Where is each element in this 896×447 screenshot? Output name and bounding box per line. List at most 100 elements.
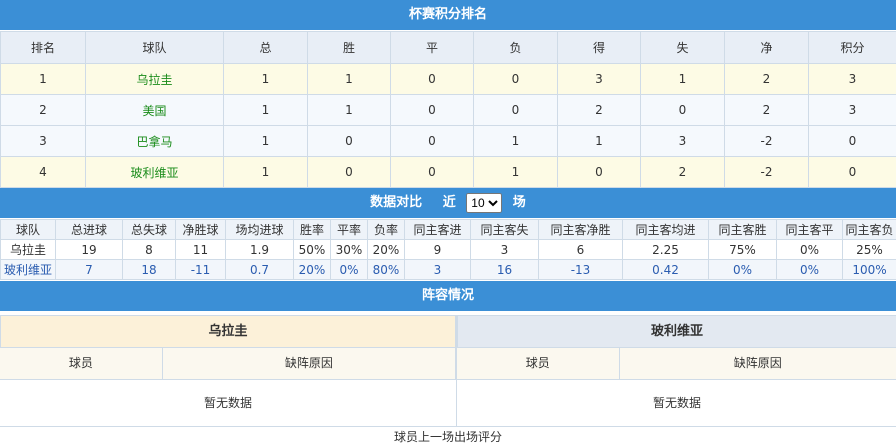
recent-label: 近 — [443, 195, 456, 210]
sub-header: 球员缺阵原因 — [0, 348, 456, 380]
cell: 乌拉圭 — [1, 240, 56, 260]
header-cell: 积分 — [809, 32, 896, 64]
cell: 0% — [709, 260, 777, 280]
cell: 2 — [725, 95, 809, 126]
header-cell: 场均进球 — [226, 220, 294, 240]
header-cell: 总失球 — [123, 220, 176, 240]
cell: 0 — [391, 95, 474, 126]
team-panel: 玻利维亚球员缺阵原因暂无数据 — [457, 315, 896, 427]
standings-title: 杯赛积分排名 — [0, 0, 896, 31]
cell: 1 — [641, 64, 725, 95]
cell: 1 — [224, 95, 308, 126]
footer-text: 球员上一场出场评分 — [0, 427, 896, 441]
cell: 8 — [123, 240, 176, 260]
cell: 3 — [809, 64, 896, 95]
cell: 19 — [56, 240, 123, 260]
cell: 1 — [308, 64, 391, 95]
team-name: 乌拉圭 — [0, 315, 456, 348]
cell: 18 — [123, 260, 176, 280]
cell: 2 — [558, 95, 641, 126]
empty-text: 暂无数据 — [457, 380, 896, 427]
team-panel: 乌拉圭球员缺阵原因暂无数据 — [0, 315, 457, 427]
header-cell: 平率 — [331, 220, 368, 240]
header-row: 球队总进球总失球净胜球场均进球胜率平率负率同主客进同主客失同主客净胜同主客均进同… — [1, 220, 896, 240]
recent-unit: 场 — [513, 195, 526, 210]
cell: 2 — [641, 157, 725, 188]
cell: 2.25 — [623, 240, 709, 260]
cell: 20% — [368, 240, 405, 260]
cell: -11 — [176, 260, 226, 280]
header-cell: 胜率 — [294, 220, 331, 240]
cell: -2 — [725, 126, 809, 157]
cell: -2 — [725, 157, 809, 188]
comparison-title: 数据对比 — [370, 195, 422, 210]
header-cell: 得 — [558, 32, 641, 64]
header-cell: 负 — [474, 32, 558, 64]
cell: 3 — [641, 126, 725, 157]
cell: 0 — [809, 126, 896, 157]
cell: 3 — [405, 260, 471, 280]
cell: 0 — [391, 126, 474, 157]
recent-select[interactable]: 10 — [466, 193, 502, 213]
cell: 75% — [709, 240, 777, 260]
comparison-table: 球队总进球总失球净胜球场均进球胜率平率负率同主客进同主客失同主客净胜同主客均进同… — [0, 219, 896, 280]
cell: 2 — [725, 64, 809, 95]
header-cell: 球队 — [1, 220, 56, 240]
cell: 0 — [809, 157, 896, 188]
cell: 1 — [224, 64, 308, 95]
header-cell: 同主客失 — [471, 220, 539, 240]
cell: 0.42 — [623, 260, 709, 280]
lineup-title: 阵容情况 — [0, 281, 896, 312]
header-cell: 球队 — [86, 32, 224, 64]
cell: 玻利维亚 — [1, 260, 56, 280]
cell: 3 — [809, 95, 896, 126]
cell: 11 — [176, 240, 226, 260]
cell: 0 — [474, 95, 558, 126]
cell: 7 — [56, 260, 123, 280]
cell: 9 — [405, 240, 471, 260]
cell: -13 — [539, 260, 623, 280]
cell: 0 — [308, 126, 391, 157]
header-row: 排名球队总胜平负得失净积分 — [1, 32, 896, 64]
comparison-bar: 数据对比 近 10 场 — [0, 188, 896, 219]
empty-text: 暂无数据 — [0, 380, 456, 427]
header-cell: 失 — [641, 32, 725, 64]
cell: 0 — [391, 157, 474, 188]
cell: 0.7 — [226, 260, 294, 280]
cell: 0 — [641, 95, 725, 126]
sub-header-cell: 缺阵原因 — [163, 348, 456, 379]
cell: 1 — [1, 64, 86, 95]
cell: 3 — [471, 240, 539, 260]
cell: 美国 — [86, 95, 224, 126]
cell: 1.9 — [226, 240, 294, 260]
header-cell: 胜 — [308, 32, 391, 64]
cell: 0% — [777, 240, 843, 260]
cell: 0% — [777, 260, 843, 280]
cell: 3 — [1, 126, 86, 157]
header-cell: 同主客净胜 — [539, 220, 623, 240]
cell: 1 — [474, 126, 558, 157]
cell: 1 — [474, 157, 558, 188]
header-cell: 负率 — [368, 220, 405, 240]
cell: 20% — [294, 260, 331, 280]
header-cell: 总 — [224, 32, 308, 64]
cell: 50% — [294, 240, 331, 260]
header-cell: 净 — [725, 32, 809, 64]
sub-header-cell: 缺阵原因 — [620, 348, 896, 379]
cell: 巴拿马 — [86, 126, 224, 157]
cell: 1 — [308, 95, 391, 126]
lineup: 乌拉圭球员缺阵原因暂无数据玻利维亚球员缺阵原因暂无数据 — [0, 315, 896, 427]
header-cell: 同主客平 — [777, 220, 843, 240]
sub-header-cell: 球员 — [457, 348, 620, 379]
header-cell: 同主客进 — [405, 220, 471, 240]
cell: 3 — [558, 64, 641, 95]
header-cell: 排名 — [1, 32, 86, 64]
sub-header: 球员缺阵原因 — [457, 348, 896, 380]
cell: 80% — [368, 260, 405, 280]
